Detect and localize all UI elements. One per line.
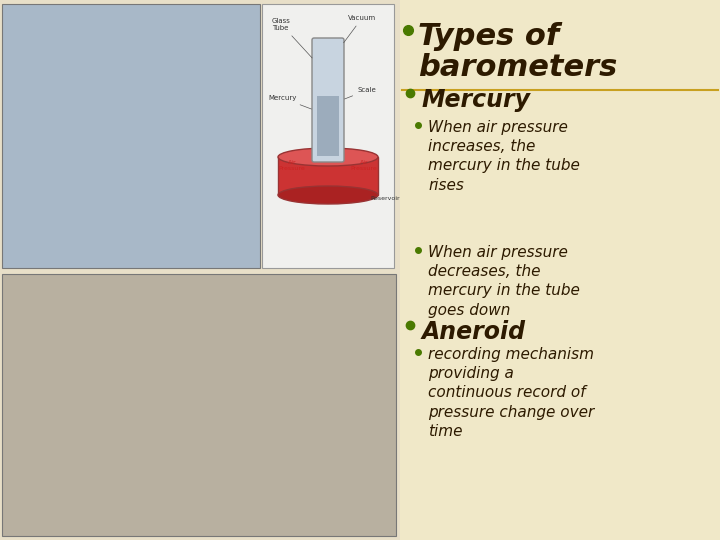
Text: Scale: Scale — [345, 87, 377, 99]
Bar — [278, 157, 378, 195]
Text: Aneroid: Aneroid — [422, 320, 526, 344]
Text: recording mechanism
providing a
continuous record of
pressure change over
time: recording mechanism providing a continuo… — [428, 347, 594, 439]
Text: Air
Pressure: Air Pressure — [351, 160, 377, 171]
Ellipse shape — [278, 148, 378, 166]
Text: Glass
Tube: Glass Tube — [272, 18, 312, 58]
Text: Reservoir: Reservoir — [370, 197, 400, 201]
Bar — [262, 4, 394, 268]
Text: When air pressure
increases, the
mercury in the tube
rises: When air pressure increases, the mercury… — [428, 120, 580, 193]
Bar — [400, 0, 720, 540]
Text: Air
Pressure: Air Pressure — [279, 160, 305, 171]
Text: Mercury: Mercury — [268, 95, 311, 109]
FancyBboxPatch shape — [312, 38, 344, 162]
Bar — [2, 274, 396, 536]
Bar — [0, 0, 400, 540]
Text: Vacuum: Vacuum — [343, 15, 376, 43]
Text: Types of
barometers: Types of barometers — [418, 22, 617, 82]
Bar — [317, 96, 339, 156]
Text: Mercury: Mercury — [422, 88, 531, 112]
Text: When air pressure
decreases, the
mercury in the tube
goes down: When air pressure decreases, the mercury… — [428, 245, 580, 318]
Bar — [2, 4, 260, 268]
Ellipse shape — [278, 186, 378, 204]
